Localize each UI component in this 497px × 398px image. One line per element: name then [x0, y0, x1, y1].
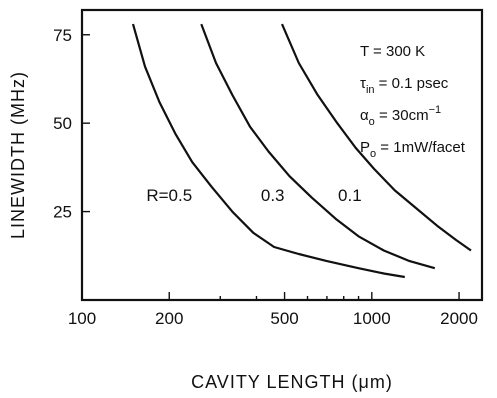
y-tick-label: 50: [53, 114, 72, 133]
curve-label: R=0.5: [146, 186, 192, 205]
y-axis-title: LINEWIDTH (MHz): [8, 71, 28, 239]
curve-label: 0.3: [261, 186, 285, 205]
y-tick-label: 75: [53, 26, 72, 45]
annotation-line: T = 300 K: [360, 43, 425, 60]
series-line-0: [131, 23, 405, 279]
x-tick-label: 2000: [440, 309, 478, 328]
y-tick-label: 25: [53, 203, 72, 222]
x-tick-label: 100: [68, 309, 96, 328]
x-tick-label: 200: [155, 309, 183, 328]
annotation-line: αo = 30cm−1: [360, 104, 441, 128]
series-line-2: [280, 23, 472, 252]
x-tick-label: 1000: [353, 309, 391, 328]
annotation-line: Po = 1mW/facet: [360, 139, 466, 160]
x-tick-label: 500: [270, 309, 298, 328]
annotation-line: τin = 0.1 psec: [360, 75, 449, 96]
curve-label: 0.1: [338, 186, 362, 205]
plot-frame: [80, 8, 484, 302]
series-line-1: [200, 23, 436, 270]
x-axis-title: CAVITY LENGTH (μm): [191, 372, 393, 392]
